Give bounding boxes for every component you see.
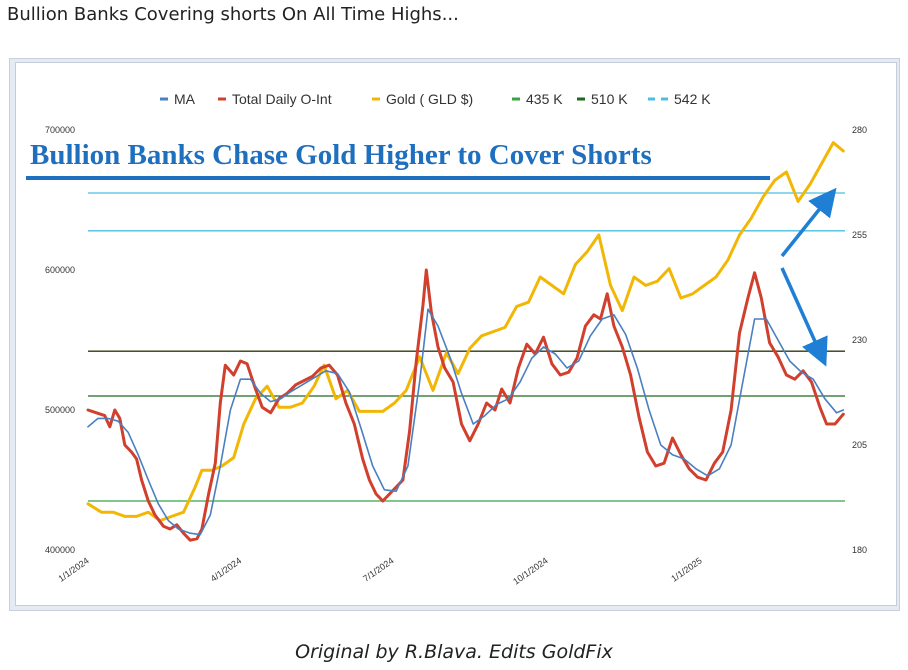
legend-label: 435 K (526, 91, 563, 107)
image-caption: Original by R.Blava. Edits GoldFix (295, 641, 613, 663)
y-right-tick-label: 180 (852, 545, 867, 555)
y-right-tick-label: 205 (852, 440, 867, 450)
x-tick-label: 1/1/2024 (56, 555, 90, 583)
x-tick-label: 4/1/2024 (209, 555, 243, 583)
post-title: Bullion Banks Covering shorts On All Tim… (7, 4, 459, 25)
arrow-up-gold (780, 187, 837, 258)
reference-lines (88, 192, 845, 502)
series-line-ma (87, 308, 845, 536)
legend-label: Total Daily O-Int (232, 91, 332, 107)
legend-label: MA (174, 91, 196, 107)
series-line-gold-gld (86, 141, 845, 523)
series-line-total-daily-o-int (86, 268, 845, 542)
y-right-tick-label: 280 (852, 125, 867, 135)
chart-area (15, 62, 897, 606)
x-tick-label: 10/1/2024 (511, 555, 550, 586)
y-left-tick-label: 700000 (45, 125, 75, 135)
annotation-banner: Bullion Banks Chase Gold Higher to Cover… (30, 139, 652, 171)
y-left-tick-label: 400000 (45, 545, 75, 555)
y-right-tick-label: 255 (852, 230, 867, 240)
y-right-tick-label: 230 (852, 335, 867, 345)
y-left-tick-label: 500000 (45, 405, 75, 415)
x-tick-label: 1/1/2025 (669, 555, 703, 583)
arrow-down-oi (780, 267, 828, 367)
y-left-tick-label: 600000 (45, 265, 75, 275)
x-tick-label: 7/1/2024 (361, 555, 395, 583)
legend-label: Gold ( GLD $) (386, 91, 473, 107)
series-lines (86, 141, 845, 542)
legend-label: 542 K (674, 91, 711, 107)
legend: MA Total Daily O-Int Gold ( GLD $) 435 K 510… (160, 91, 711, 107)
legend-label: 510 K (591, 91, 628, 107)
